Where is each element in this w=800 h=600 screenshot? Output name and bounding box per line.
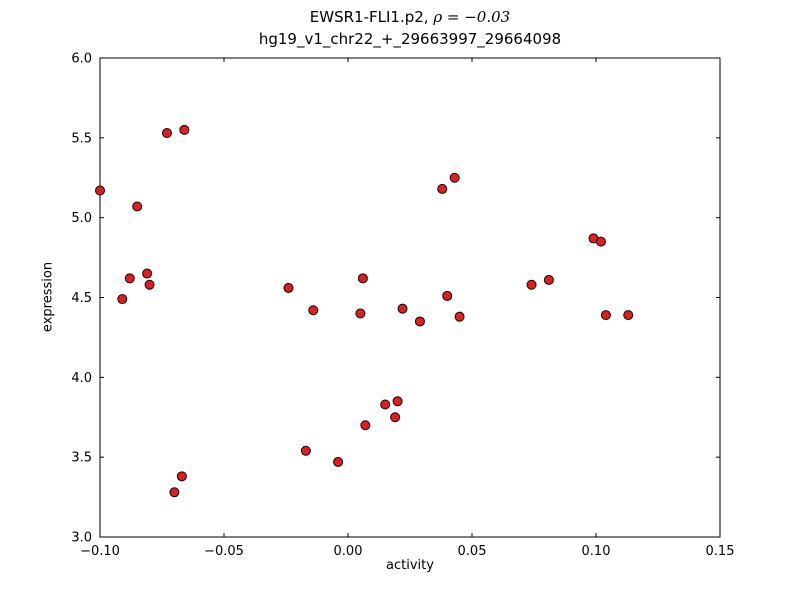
data-point	[600, 310, 611, 321]
data-point	[595, 236, 606, 247]
data-point	[132, 201, 143, 212]
data-point	[449, 172, 460, 183]
data-point	[124, 273, 135, 284]
chart-title-line2: hg19_v1_chr22_+_29663997_29664098	[258, 30, 562, 48]
x-tick-label: −0.05	[204, 544, 244, 559]
data-point	[357, 273, 368, 284]
data-point	[95, 185, 105, 196]
data-point	[390, 412, 401, 423]
data-point	[437, 183, 448, 194]
data-point	[543, 274, 554, 285]
data-point	[397, 303, 408, 314]
y-axis-label: expression	[40, 261, 56, 333]
data-point	[308, 305, 319, 316]
data-point	[179, 124, 190, 135]
data-point	[454, 311, 465, 322]
data-point	[526, 279, 537, 290]
x-tick-label: −0.10	[80, 544, 120, 559]
x-tick-label: 0.10	[582, 544, 611, 559]
y-tick-label: 3.5	[71, 451, 92, 466]
data-point	[142, 268, 153, 279]
data-point	[300, 445, 311, 456]
x-tick-label: 0.15	[706, 544, 735, 559]
data-point	[161, 128, 172, 139]
data-point	[623, 310, 634, 321]
data-point	[414, 316, 425, 327]
data-point	[333, 456, 344, 467]
x-tick-label: 0.00	[334, 544, 363, 559]
x-axis-label: activity	[386, 558, 434, 573]
y-tick-label: 5.5	[71, 131, 92, 146]
data-point	[355, 308, 366, 319]
data-point	[144, 279, 155, 290]
data-point	[380, 399, 391, 410]
chart-title-text: EWSR1-FLI1.p2,	[309, 8, 434, 26]
chart-title-line1: EWSR1-FLI1.p2, ρ = −0.03	[100, 8, 720, 26]
data-point	[117, 294, 128, 305]
y-tick-label: 5.0	[71, 211, 92, 226]
axes-frame	[99, 57, 721, 538]
x-tick-label: 0.05	[458, 544, 487, 559]
y-tick-label: 4.5	[71, 291, 92, 306]
data-point	[392, 396, 403, 407]
data-point	[176, 471, 187, 482]
data-point	[283, 282, 294, 293]
y-tick-label: 3.0	[71, 531, 92, 546]
chart-title-rho: ρ = −0.03	[433, 8, 511, 26]
data-point	[169, 487, 180, 498]
y-tick-label: 6.0	[71, 52, 92, 67]
y-tick-label: 4.0	[71, 371, 92, 386]
data-point	[442, 290, 453, 301]
data-point	[360, 420, 371, 431]
